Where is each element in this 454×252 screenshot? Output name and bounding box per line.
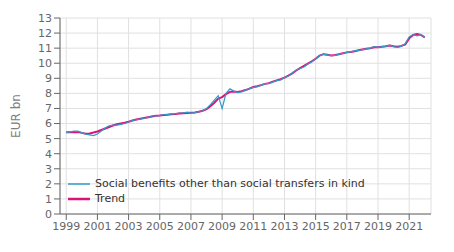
svg-text:8: 8 bbox=[45, 87, 52, 100]
svg-text:2005: 2005 bbox=[146, 220, 174, 233]
html-text:Social benefits other than soc: Social benefits other than social transf… bbox=[95, 177, 365, 190]
svg-text:1: 1 bbox=[45, 193, 52, 206]
svg-text:6: 6 bbox=[45, 117, 52, 130]
svg-text:4: 4 bbox=[45, 148, 52, 161]
svg-text:2019: 2019 bbox=[364, 220, 392, 233]
svg-text:EUR bn: EUR bn bbox=[9, 94, 23, 138]
svg-text:2003: 2003 bbox=[115, 220, 143, 233]
svg-text:2011: 2011 bbox=[239, 220, 267, 233]
html-text:Trend: Trend bbox=[95, 192, 126, 205]
svg-text:2015: 2015 bbox=[302, 220, 330, 233]
svg-text:5: 5 bbox=[45, 133, 52, 146]
svg-text:2009: 2009 bbox=[208, 220, 236, 233]
svg-text:12: 12 bbox=[38, 27, 52, 40]
svg-text:1999: 1999 bbox=[52, 220, 80, 233]
svg-text:7: 7 bbox=[45, 102, 52, 115]
svg-text:2: 2 bbox=[45, 178, 52, 191]
svg-text:0: 0 bbox=[45, 208, 52, 221]
svg-text:10: 10 bbox=[38, 57, 52, 70]
svg-text:2001: 2001 bbox=[83, 220, 111, 233]
svg-text:3: 3 bbox=[45, 163, 52, 176]
svg-text:13: 13 bbox=[38, 12, 52, 25]
svg-text:2017: 2017 bbox=[333, 220, 361, 233]
svg-text:2013: 2013 bbox=[270, 220, 298, 233]
svg-text:9: 9 bbox=[45, 72, 52, 85]
svg-text:2007: 2007 bbox=[177, 220, 205, 233]
svg-text:2021: 2021 bbox=[395, 220, 423, 233]
svg-text:11: 11 bbox=[38, 42, 52, 55]
